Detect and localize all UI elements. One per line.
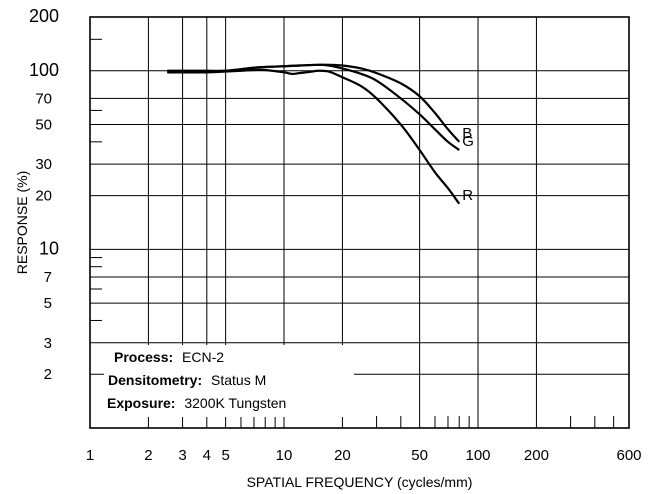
series-line-b: [167, 63, 461, 143]
y-tick-label: 200: [29, 6, 59, 26]
series-line-g: [167, 63, 460, 151]
plot-frame: [89, 16, 630, 429]
y-tick-label: 50: [35, 117, 52, 134]
annotation-process-value: ECN-2: [182, 349, 224, 365]
y-tick-label: 100: [29, 60, 59, 80]
y-tick-labels: 200 100 70 50 30 20 10 7 5 3 2: [29, 6, 59, 383]
annotation-process-label: Process:: [114, 349, 173, 365]
y-axis-title: RESPONSE (%): [14, 171, 30, 274]
annotation-background: [104, 345, 354, 417]
y-tick-label: 30: [35, 156, 52, 173]
series-lines: BG R: [167, 63, 474, 205]
annotation-exposure-value: 3200K Tungsten: [184, 395, 286, 411]
annotation-densitometry-value: Status M: [211, 372, 266, 388]
x-tick-labels: 1 2 3 4 5 10 20 50 100 200 600: [86, 447, 642, 464]
y-tick-label: 70: [35, 90, 52, 107]
y-tick-label: 7: [44, 269, 52, 286]
annotation-densitometry: Densitometry: Status M: [108, 372, 266, 388]
x-tick-label: 200: [524, 447, 549, 464]
x-tick-label: 100: [466, 447, 491, 464]
x-tick-label: 50: [411, 447, 428, 464]
x-tick-label: 3: [178, 447, 186, 464]
x-axis-title: SPATIAL FREQUENCY (cycles/mm): [247, 474, 473, 490]
series-label-g: G: [462, 133, 474, 150]
x-tick-label: 1: [86, 447, 94, 464]
y-tick-label: 5: [44, 295, 52, 312]
x-tick-label: 10: [276, 447, 293, 464]
grid: [90, 17, 629, 428]
x-tick-label: 4: [203, 447, 211, 464]
series-line-r: [167, 68, 461, 205]
x-tick-label: 600: [616, 447, 641, 464]
annotation-exposure-label: Exposure:: [107, 395, 175, 411]
x-tick-label: 5: [221, 447, 229, 464]
annotation-exposure: Exposure: 3200K Tungsten: [107, 395, 286, 411]
series-label-b: B: [462, 125, 472, 142]
annotation-densitometry-label: Densitometry:: [108, 372, 202, 388]
y-tick-label: 10: [39, 238, 59, 258]
annotation-process: Process: ECN-2: [114, 349, 224, 365]
x-tick-label: 20: [334, 447, 351, 464]
y-tick-label: 20: [35, 188, 52, 205]
annotation-box: Process: ECN-2 Densitometry: Status M Ex…: [104, 345, 354, 417]
x-tick-label: 2: [144, 447, 152, 464]
series-label-r: R: [462, 187, 473, 204]
y-tick-label: 3: [44, 335, 52, 352]
minor-ticks: [90, 38, 615, 428]
y-tick-label: 2: [44, 366, 52, 383]
